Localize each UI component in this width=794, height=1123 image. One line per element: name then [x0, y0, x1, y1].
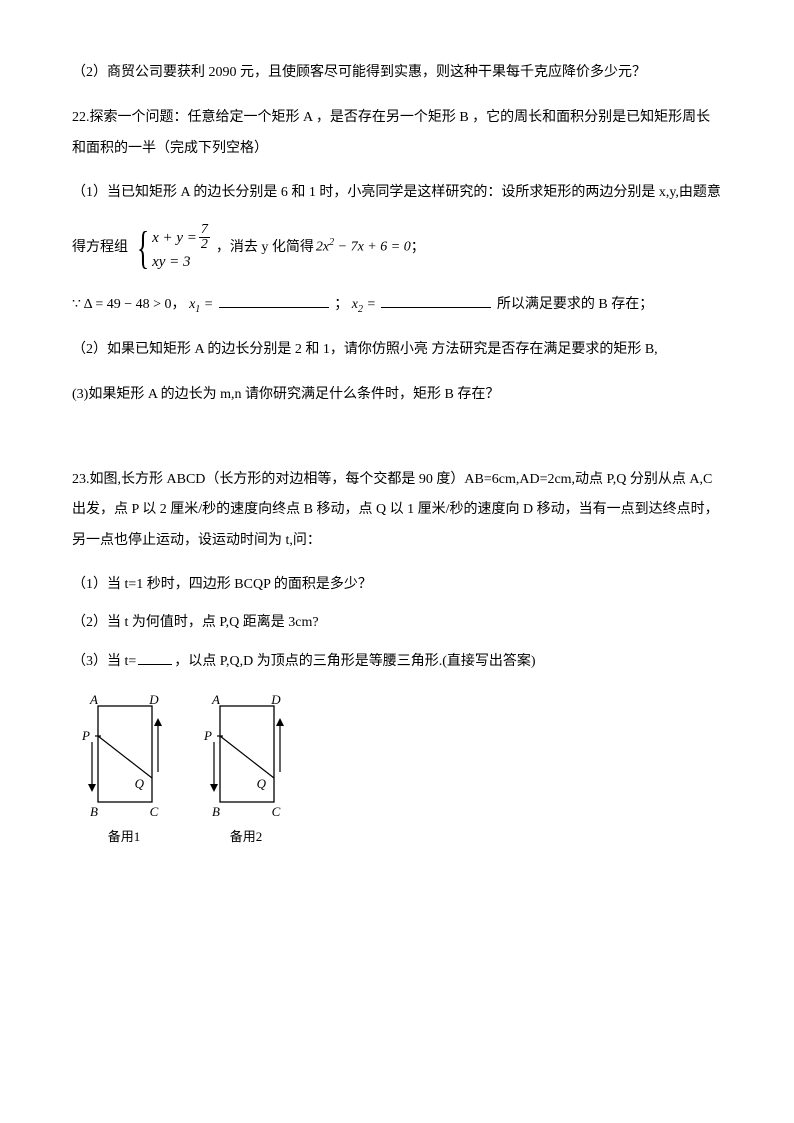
label-B2: B	[212, 804, 220, 819]
x-var2: x	[358, 240, 364, 255]
label-B: B	[90, 804, 98, 819]
left-brace-icon: {	[137, 225, 149, 271]
q23-p3: （3）当 t= ，以点 P,Q,D 为顶点的三角形是等腰三角形.(直接写出答案)	[72, 647, 722, 678]
q23-stem: 23.如图,长方形 ABCD（长方形的对边相等，每个交都是 90 度）AB=6c…	[72, 465, 722, 557]
q22-delta-line: ∵ Δ = 49 − 48 > 0， x1 = ； x2 = 所以满足要求的 B…	[72, 290, 722, 321]
q23-p3-pre: （3）当 t=	[72, 654, 136, 669]
blank-x1[interactable]	[219, 293, 329, 308]
label-D: D	[148, 692, 159, 707]
label-Q: Q	[135, 776, 145, 791]
figure-1: A D B C P Q 备用1	[76, 692, 172, 850]
mid-sep: ；	[334, 297, 348, 312]
q22-stem: 22.探索一个问题：任意给定一个矩形 A ，是否存在另一个矩形 B ，它的周长和…	[72, 103, 722, 165]
q22-p1a: （1）当已知矩形 A 的边长分别是 6 和 1 时，小亮同学是这样研究的：设所求…	[72, 178, 722, 209]
label-P2: P	[203, 728, 212, 743]
delta-pre: ∵ Δ = 49 − 48 > 0，	[72, 297, 186, 312]
delta-post: 所以满足要求的 B 存在；	[497, 297, 653, 312]
figure-2-label: 备用2	[230, 824, 263, 850]
q23-p3-post: ，以点 P,Q,D 为顶点的三角形是等腰三角形.(直接写出答案)	[174, 654, 535, 669]
label-Q2: Q	[257, 776, 267, 791]
label-C2: C	[272, 804, 281, 819]
q22-p1b-post: ，消去 y 化简得	[216, 234, 314, 262]
q23-p2: （2）当 t 为何值时，点 P,Q 距离是 3cm?	[72, 609, 722, 637]
q22-equation-row: 得方程组 { x + y = 7 2 xy = 3 ，消去 y 化简得 2x2 …	[72, 223, 722, 272]
blank-x2[interactable]	[381, 293, 491, 308]
q22-p3: (3)如果矩形 A 的边长为 m,n 请你研究满足什么条件时，矩形 B 存在？	[72, 380, 722, 411]
label-D2: D	[270, 692, 281, 707]
figure-row: A D B C P Q 备用1 A D B C P	[76, 692, 722, 850]
label-P: P	[81, 728, 90, 743]
label-A: A	[89, 692, 98, 707]
q21-part2: （2）商贸公司要获利 2090 元，且使顾客尽可能得到实惠，则这种干果每千克应降…	[72, 58, 722, 89]
q22-p2: （2）如果已知矩形 A 的边长分别是 2 和 1，请你仿照小亮 方法研究是否存在…	[72, 335, 722, 366]
blank-t[interactable]	[138, 650, 172, 665]
label-A2: A	[211, 692, 220, 707]
q23-p1: （1）当 t=1 秒时，四边形 BCQP 的面积是多少？	[72, 571, 722, 599]
eq1-top-lhs: x + y =	[152, 228, 197, 248]
eq1-bottom: xy = 3	[152, 252, 212, 272]
figure-1-label: 备用1	[108, 824, 141, 850]
label-C: C	[150, 804, 159, 819]
semicolon: ；	[411, 234, 425, 262]
fraction-7-2: 7 2	[199, 223, 210, 252]
q22-p1b-pre: 得方程组	[72, 234, 128, 262]
equation-system: { x + y = 7 2 xy = 3	[132, 223, 212, 272]
figure-2: A D B C P Q 备用2	[198, 692, 294, 850]
